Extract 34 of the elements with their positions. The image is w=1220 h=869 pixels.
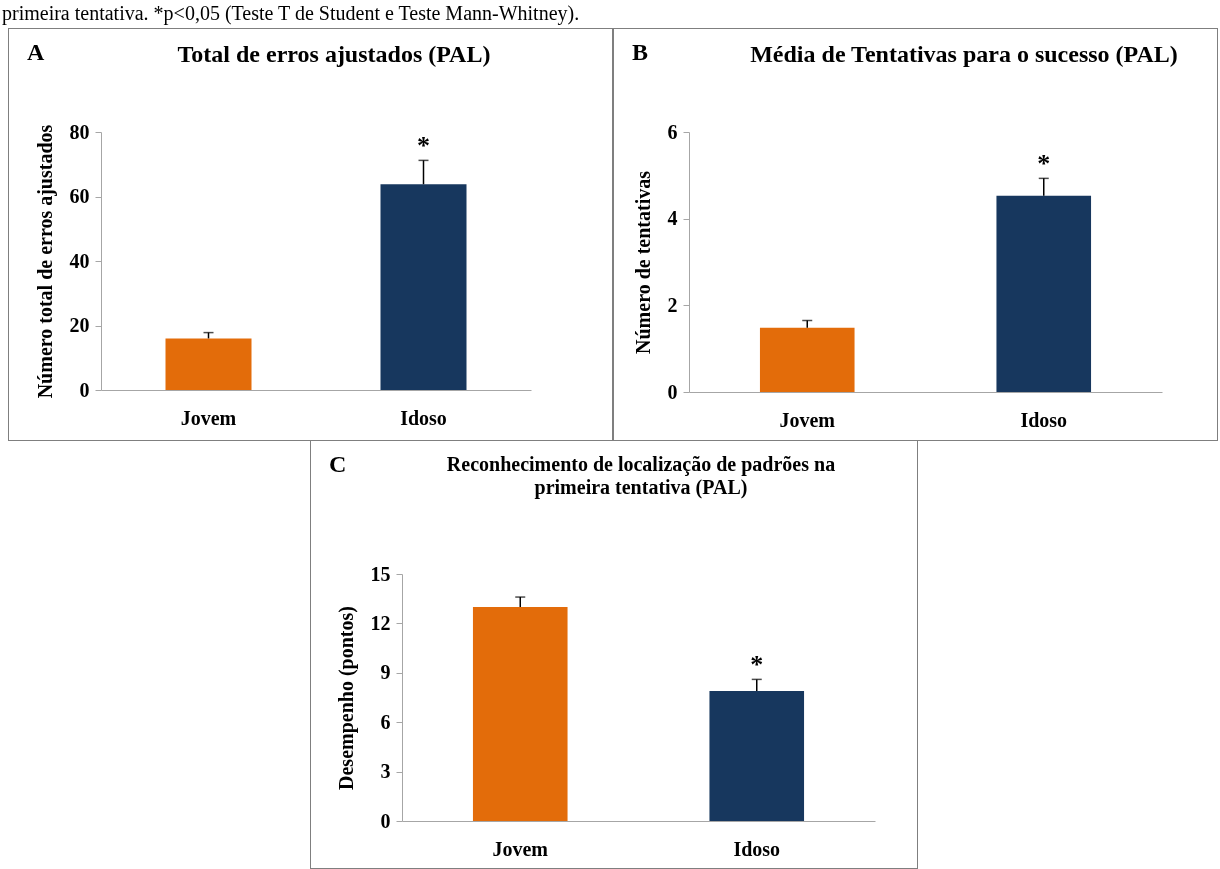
x-tick-label: Jovem <box>180 406 237 429</box>
text: C <box>329 451 347 478</box>
y-tick-label: 0 <box>667 380 678 403</box>
chart-title: Média de Tentativas para o sucesso (PAL) <box>749 41 1179 68</box>
y-tick-label: 6 <box>667 120 678 143</box>
y-tick-label: 3 <box>380 760 391 783</box>
y-tick-label: 0 <box>380 809 391 832</box>
y-tick-label: 80 <box>69 120 90 143</box>
y-tick-label: 60 <box>69 185 90 207</box>
annotation: * <box>417 131 430 161</box>
annotation: * <box>1037 149 1051 179</box>
text: primeira tentativa. *p<0,05 (Teste T de Student e Teste Mann-Whitney). <box>2 2 580 24</box>
chart-title: Reconhecimento de localização de padrões na primeira tentativa (PAL) <box>445 453 837 499</box>
x-tick-label: Jovem <box>779 408 836 431</box>
y-tick-label: 0 <box>79 378 90 401</box>
y-tick-label: 6 <box>380 710 391 733</box>
y-tick-label: 15 <box>370 562 391 585</box>
y-axis-title: Número total de erros ajustados <box>33 124 57 399</box>
x-tick-label: Idoso <box>1020 408 1068 431</box>
text: A <box>27 39 45 66</box>
x-tick-label: Jovem <box>492 837 549 860</box>
y-tick-label: 20 <box>69 314 90 336</box>
text: B <box>632 39 649 66</box>
y-tick-label: 2 <box>667 293 678 316</box>
y-axis-title: Desempenho (pontos) <box>334 606 358 790</box>
y-tick-label: 9 <box>380 661 391 684</box>
x-tick-label: Idoso <box>733 837 781 860</box>
y-axis-title: Número de tentativas <box>631 170 654 354</box>
y-tick-label: 4 <box>667 207 678 230</box>
annotation: * <box>750 650 764 680</box>
y-tick-label: 12 <box>370 611 391 634</box>
x-tick-label: Idoso <box>400 406 447 429</box>
y-tick-label: 40 <box>69 249 90 272</box>
chart-title: Total de erros ajustados (PAL) <box>176 41 492 68</box>
